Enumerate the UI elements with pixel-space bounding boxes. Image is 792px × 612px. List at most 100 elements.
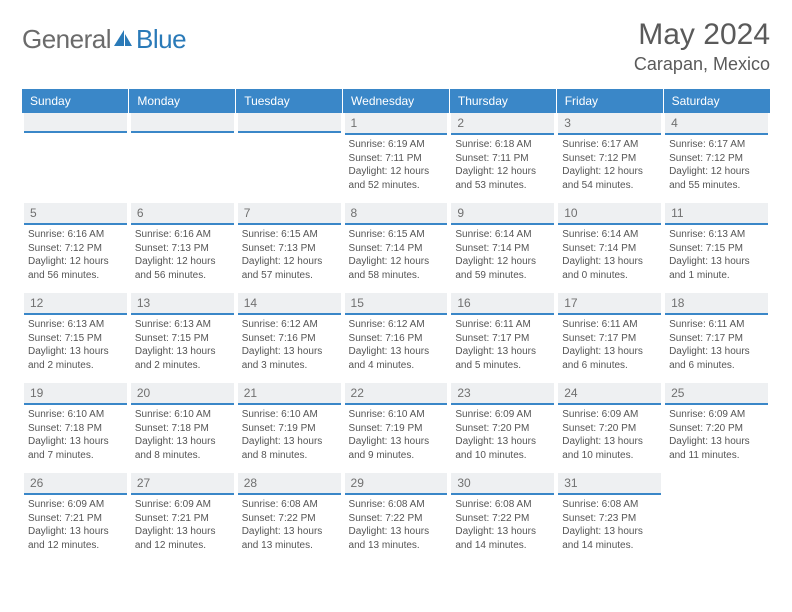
sunrise-line: Sunrise: 6:09 AM [24, 498, 127, 512]
daylight-line: Daylight: 13 hours [238, 345, 341, 359]
sunrise-line: Sunrise: 6:11 AM [558, 318, 661, 332]
daylight-line: Daylight: 13 hours [665, 255, 768, 269]
week-row: 5Sunrise: 6:16 AMSunset: 7:12 PMDaylight… [22, 203, 770, 293]
week-row: 19Sunrise: 6:10 AMSunset: 7:18 PMDayligh… [22, 383, 770, 473]
daylight-line: and 12 minutes. [131, 539, 234, 553]
day-cell: 17Sunrise: 6:11 AMSunset: 7:17 PMDayligh… [556, 293, 663, 383]
sunset-line: Sunset: 7:22 PM [238, 512, 341, 526]
brand-logo: General Blue [22, 24, 186, 55]
daylight-line: and 4 minutes. [345, 359, 448, 373]
daylight-line: Daylight: 13 hours [665, 435, 768, 449]
daylight-line: and 6 minutes. [558, 359, 661, 373]
week-row: 1Sunrise: 6:19 AMSunset: 7:11 PMDaylight… [22, 113, 770, 203]
empty-cell [663, 473, 770, 563]
daylight-line: and 10 minutes. [451, 449, 554, 463]
sunrise-line: Sunrise: 6:13 AM [24, 318, 127, 332]
daylight-line: and 59 minutes. [451, 269, 554, 283]
sunset-line: Sunset: 7:22 PM [451, 512, 554, 526]
dayname-friday: Friday [556, 89, 663, 113]
sunrise-line: Sunrise: 6:16 AM [131, 228, 234, 242]
day-number: 3 [558, 113, 661, 135]
month-title: May 2024 [634, 18, 770, 52]
day-cell: 27Sunrise: 6:09 AMSunset: 7:21 PMDayligh… [129, 473, 236, 563]
sunset-line: Sunset: 7:17 PM [451, 332, 554, 346]
sunset-line: Sunset: 7:13 PM [238, 242, 341, 256]
sunrise-line: Sunrise: 6:11 AM [451, 318, 554, 332]
day-cell: 18Sunrise: 6:11 AMSunset: 7:17 PMDayligh… [663, 293, 770, 383]
daylight-line: Daylight: 13 hours [238, 435, 341, 449]
sunrise-line: Sunrise: 6:08 AM [345, 498, 448, 512]
sunrise-line: Sunrise: 6:16 AM [24, 228, 127, 242]
daylight-line: and 5 minutes. [451, 359, 554, 373]
sunrise-line: Sunrise: 6:10 AM [24, 408, 127, 422]
sunrise-line: Sunrise: 6:10 AM [131, 408, 234, 422]
blank-day-header [131, 113, 234, 133]
day-number: 26 [24, 473, 127, 495]
sunset-line: Sunset: 7:16 PM [238, 332, 341, 346]
sunrise-line: Sunrise: 6:10 AM [345, 408, 448, 422]
daylight-line: and 9 minutes. [345, 449, 448, 463]
daylight-line: Daylight: 12 hours [451, 165, 554, 179]
daylight-line: Daylight: 12 hours [238, 255, 341, 269]
sunrise-line: Sunrise: 6:10 AM [238, 408, 341, 422]
sunset-line: Sunset: 7:14 PM [345, 242, 448, 256]
daylight-line: Daylight: 13 hours [24, 345, 127, 359]
daylight-line: and 11 minutes. [665, 449, 768, 463]
daylight-line: Daylight: 13 hours [238, 525, 341, 539]
day-cell: 9Sunrise: 6:14 AMSunset: 7:14 PMDaylight… [449, 203, 556, 293]
sunset-line: Sunset: 7:19 PM [238, 422, 341, 436]
daylight-line: Daylight: 12 hours [24, 255, 127, 269]
week-row: 12Sunrise: 6:13 AMSunset: 7:15 PMDayligh… [22, 293, 770, 383]
sunset-line: Sunset: 7:23 PM [558, 512, 661, 526]
daylight-line: and 57 minutes. [238, 269, 341, 283]
day-cell: 22Sunrise: 6:10 AMSunset: 7:19 PMDayligh… [343, 383, 450, 473]
day-number: 13 [131, 293, 234, 315]
calendar-table: SundayMondayTuesdayWednesdayThursdayFrid… [22, 89, 770, 563]
sunset-line: Sunset: 7:15 PM [24, 332, 127, 346]
day-cell: 4Sunrise: 6:17 AMSunset: 7:12 PMDaylight… [663, 113, 770, 203]
day-number: 6 [131, 203, 234, 225]
daylight-line: Daylight: 12 hours [131, 255, 234, 269]
daylight-line: and 13 minutes. [238, 539, 341, 553]
daylight-line: and 10 minutes. [558, 449, 661, 463]
sunset-line: Sunset: 7:17 PM [665, 332, 768, 346]
daylight-line: Daylight: 13 hours [558, 345, 661, 359]
daylight-line: and 53 minutes. [451, 179, 554, 193]
day-cell: 23Sunrise: 6:09 AMSunset: 7:20 PMDayligh… [449, 383, 556, 473]
daylight-line: Daylight: 13 hours [451, 345, 554, 359]
daylight-line: Daylight: 13 hours [345, 345, 448, 359]
day-cell: 13Sunrise: 6:13 AMSunset: 7:15 PMDayligh… [129, 293, 236, 383]
day-cell: 15Sunrise: 6:12 AMSunset: 7:16 PMDayligh… [343, 293, 450, 383]
day-number: 27 [131, 473, 234, 495]
daylight-line: Daylight: 12 hours [558, 165, 661, 179]
day-number: 29 [345, 473, 448, 495]
sunrise-line: Sunrise: 6:13 AM [131, 318, 234, 332]
daylight-line: Daylight: 13 hours [131, 525, 234, 539]
sunset-line: Sunset: 7:15 PM [665, 242, 768, 256]
day-cell: 3Sunrise: 6:17 AMSunset: 7:12 PMDaylight… [556, 113, 663, 203]
sunrise-line: Sunrise: 6:18 AM [451, 138, 554, 152]
day-number: 20 [131, 383, 234, 405]
daylight-line: Daylight: 13 hours [558, 435, 661, 449]
day-number: 5 [24, 203, 127, 225]
daylight-line: and 52 minutes. [345, 179, 448, 193]
sunrise-line: Sunrise: 6:12 AM [238, 318, 341, 332]
daylight-line: and 7 minutes. [24, 449, 127, 463]
sunrise-line: Sunrise: 6:15 AM [345, 228, 448, 242]
day-cell: 24Sunrise: 6:09 AMSunset: 7:20 PMDayligh… [556, 383, 663, 473]
daylight-line: and 56 minutes. [131, 269, 234, 283]
daylight-line: and 2 minutes. [24, 359, 127, 373]
daylight-line: Daylight: 13 hours [665, 345, 768, 359]
daylight-line: and 56 minutes. [24, 269, 127, 283]
daylight-line: Daylight: 13 hours [451, 525, 554, 539]
day-cell: 30Sunrise: 6:08 AMSunset: 7:22 PMDayligh… [449, 473, 556, 563]
day-cell: 5Sunrise: 6:16 AMSunset: 7:12 PMDaylight… [22, 203, 129, 293]
day-number: 24 [558, 383, 661, 405]
day-number: 17 [558, 293, 661, 315]
daylight-line: and 13 minutes. [345, 539, 448, 553]
sunset-line: Sunset: 7:12 PM [665, 152, 768, 166]
day-cell: 2Sunrise: 6:18 AMSunset: 7:11 PMDaylight… [449, 113, 556, 203]
sunset-line: Sunset: 7:12 PM [558, 152, 661, 166]
daylight-line: and 55 minutes. [665, 179, 768, 193]
daylight-line: and 6 minutes. [665, 359, 768, 373]
